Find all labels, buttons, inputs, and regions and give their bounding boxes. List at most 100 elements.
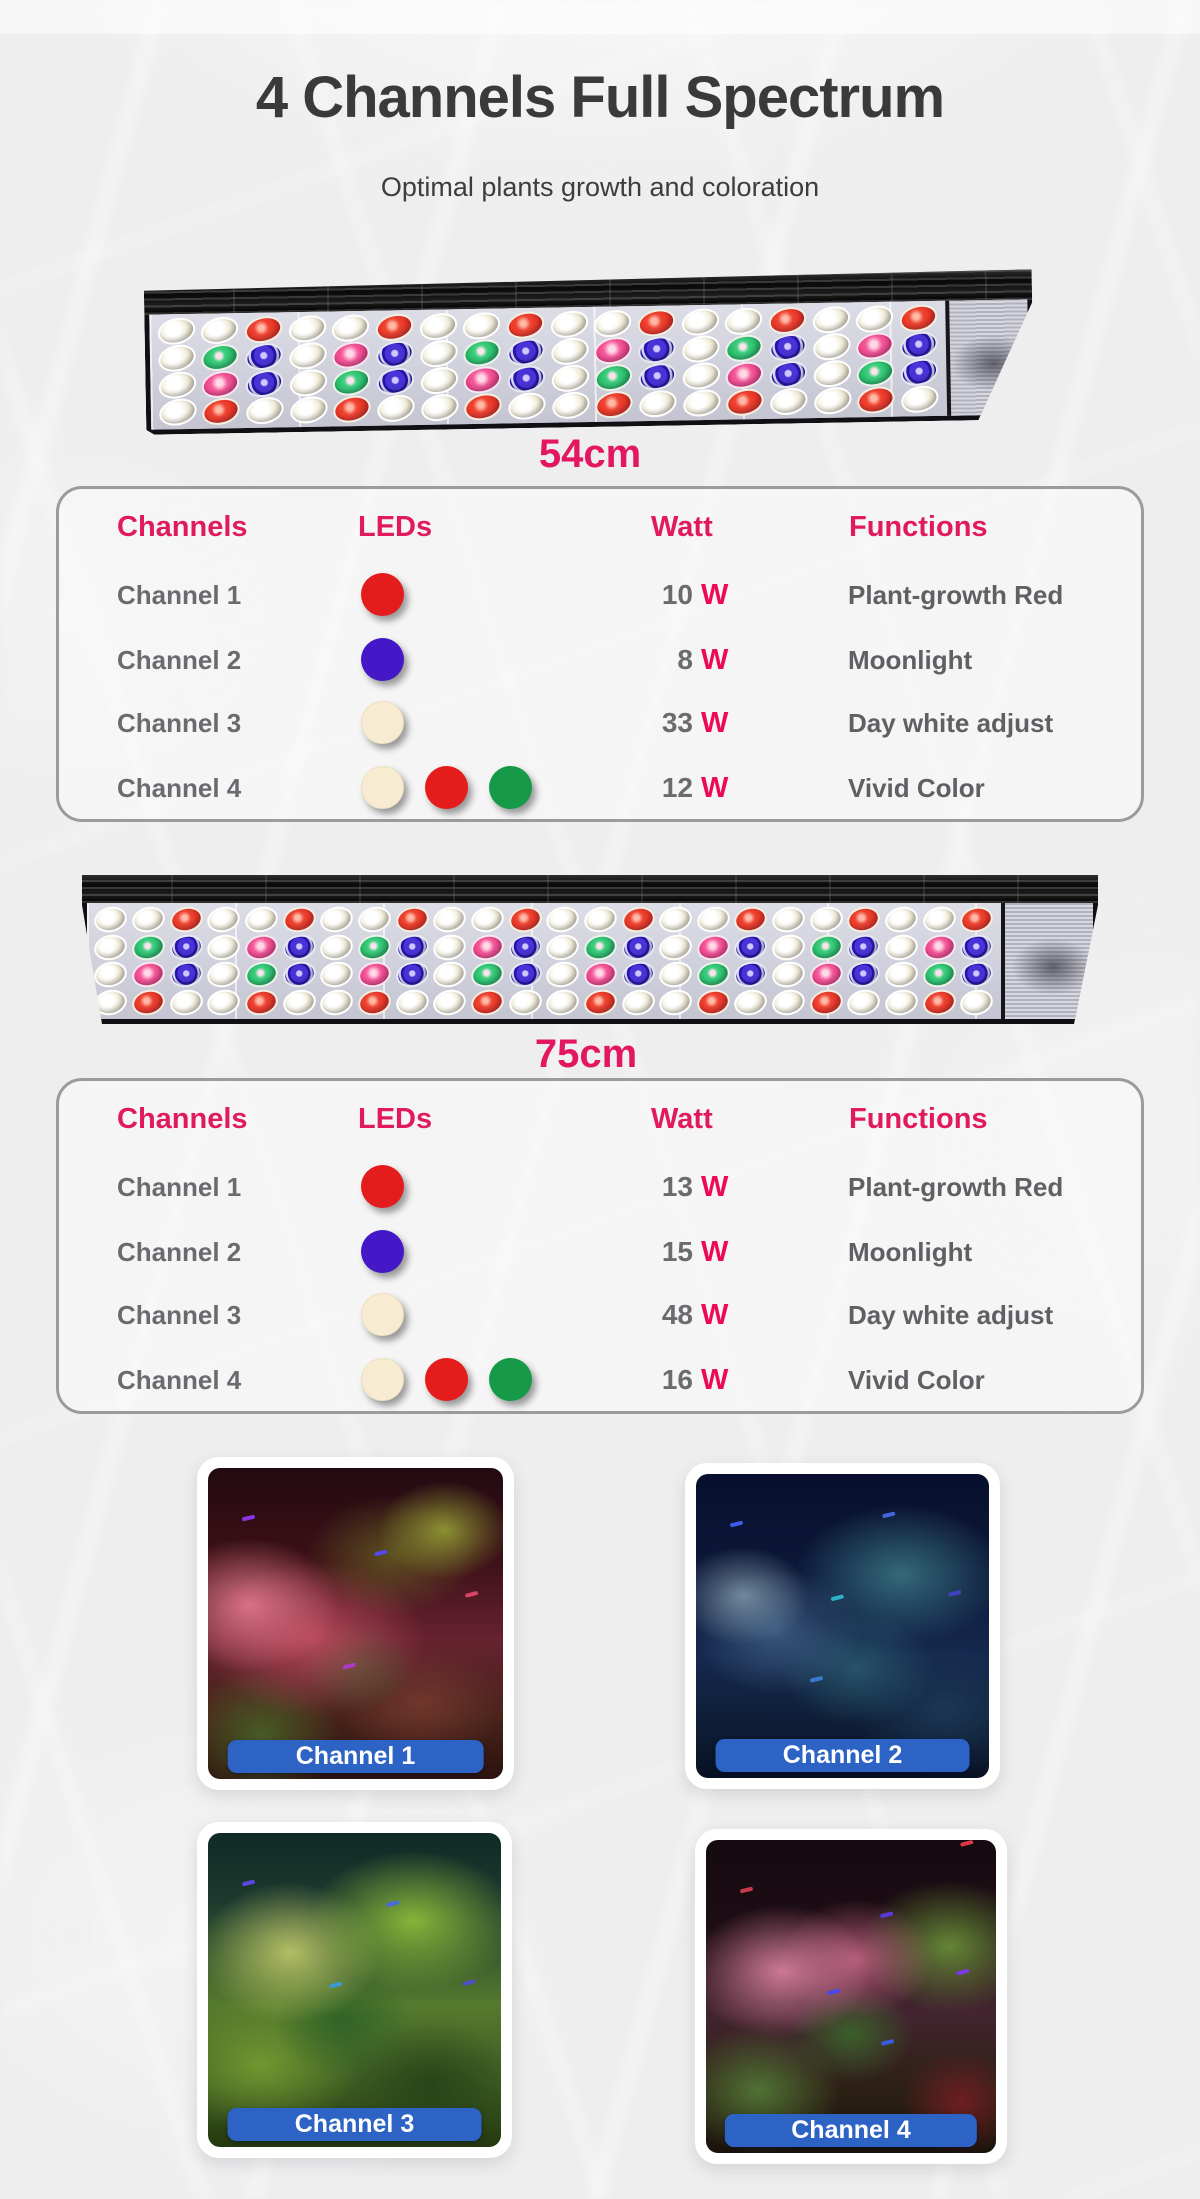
led-w (767, 384, 810, 419)
table-row: Channel 4 12 W Vivid Color (59, 765, 1141, 811)
led-w (883, 959, 921, 991)
page-subtitle: Optimal plants growth and coloration (380, 172, 820, 202)
led-w (679, 331, 722, 366)
led-w (92, 904, 130, 936)
led-r (200, 394, 243, 429)
led-g (581, 931, 619, 963)
led-w (619, 986, 657, 1018)
led-m (242, 931, 280, 963)
led-m (581, 959, 619, 991)
fish-decoration (739, 1886, 754, 1894)
channel-label: Channel 2 (117, 1237, 242, 1267)
led-b (619, 931, 657, 963)
led-w (318, 931, 356, 963)
led-b (167, 959, 205, 991)
led-b (506, 931, 544, 963)
led-r (958, 904, 996, 936)
led-b (619, 959, 657, 991)
led-b (766, 330, 809, 365)
led-m (694, 931, 732, 963)
channel-label: Channel 1 (117, 1172, 242, 1202)
light-bar-body (144, 299, 1034, 434)
led-w (770, 904, 808, 936)
led-g (330, 365, 373, 400)
led-b (958, 931, 996, 963)
led-w (920, 904, 958, 936)
led-b (393, 959, 431, 991)
led-w (417, 336, 460, 371)
photo-card-channel-2: Channel 2 (685, 1463, 1000, 1789)
watt-value: 16 (661, 1364, 693, 1395)
led-m (461, 363, 504, 398)
led-w (657, 986, 695, 1018)
led-m (854, 328, 897, 363)
led-r (504, 307, 547, 342)
table-row: Channel 2 15 W Moonlight (59, 1229, 1141, 1275)
led-w (678, 304, 721, 339)
led-g (694, 959, 732, 991)
led-m (468, 931, 506, 963)
led-dots (361, 1293, 425, 1339)
led-w (431, 931, 469, 963)
watt-value: 10 (661, 579, 693, 610)
led-w (591, 306, 634, 341)
aquarium-photo-channel-3: Channel 3 (208, 1833, 501, 2147)
led-w (205, 959, 243, 991)
led-w (156, 395, 199, 430)
led-w (549, 388, 592, 423)
led-w (845, 986, 883, 1018)
led-r (766, 303, 809, 338)
watt-value: 33 (661, 707, 693, 738)
led-w (431, 959, 469, 991)
watt-unit: W (701, 644, 729, 676)
channel-2-banner: Channel 2 (715, 1739, 970, 1772)
led-g (723, 331, 766, 366)
led-g (242, 959, 280, 991)
led-w (286, 311, 329, 346)
led-w (694, 904, 732, 936)
led-w (374, 391, 417, 426)
channel-label: Channel 3 (117, 708, 242, 738)
led-w (418, 363, 461, 398)
led-g (468, 959, 506, 991)
led-b (898, 355, 941, 390)
led-r (619, 904, 657, 936)
led-w (287, 393, 330, 428)
led-w (329, 310, 372, 345)
channel-4-banner: Channel 4 (724, 2114, 978, 2147)
light-bar-clear-end (945, 299, 1029, 415)
function-label: Moonlight (848, 645, 973, 675)
led-b (243, 366, 286, 401)
header-leds: LEDs (358, 1103, 433, 1135)
led-b (506, 959, 544, 991)
led-b (845, 931, 883, 963)
led-r (468, 986, 506, 1018)
led-w (205, 931, 243, 963)
watt-unit: W (701, 579, 729, 611)
led-w (505, 389, 548, 424)
header-functions: Functions (849, 511, 988, 543)
header-channels: Channels (117, 1103, 248, 1135)
led-r (393, 904, 431, 936)
led-dot-blue (361, 638, 404, 681)
led-dot-cream (361, 701, 404, 744)
led-r (355, 986, 393, 1018)
led-w (92, 959, 130, 991)
led-g (920, 959, 958, 991)
led-w (242, 904, 280, 936)
function-label: Day white adjust (848, 708, 1054, 738)
table-row: Channel 1 10 W Plant-growth Red (59, 572, 1141, 618)
led-r (920, 986, 958, 1018)
led-b (393, 931, 431, 963)
watt-unit: W (701, 1364, 729, 1396)
watt-unit: W (701, 772, 729, 804)
led-m (592, 333, 635, 368)
led-w (770, 959, 808, 991)
led-w (460, 308, 503, 343)
led-w (393, 986, 431, 1018)
led-dot-cream (361, 766, 404, 809)
led-g (129, 931, 167, 963)
led-w (431, 986, 469, 1018)
led-w (548, 306, 591, 341)
led-w (205, 986, 243, 1018)
